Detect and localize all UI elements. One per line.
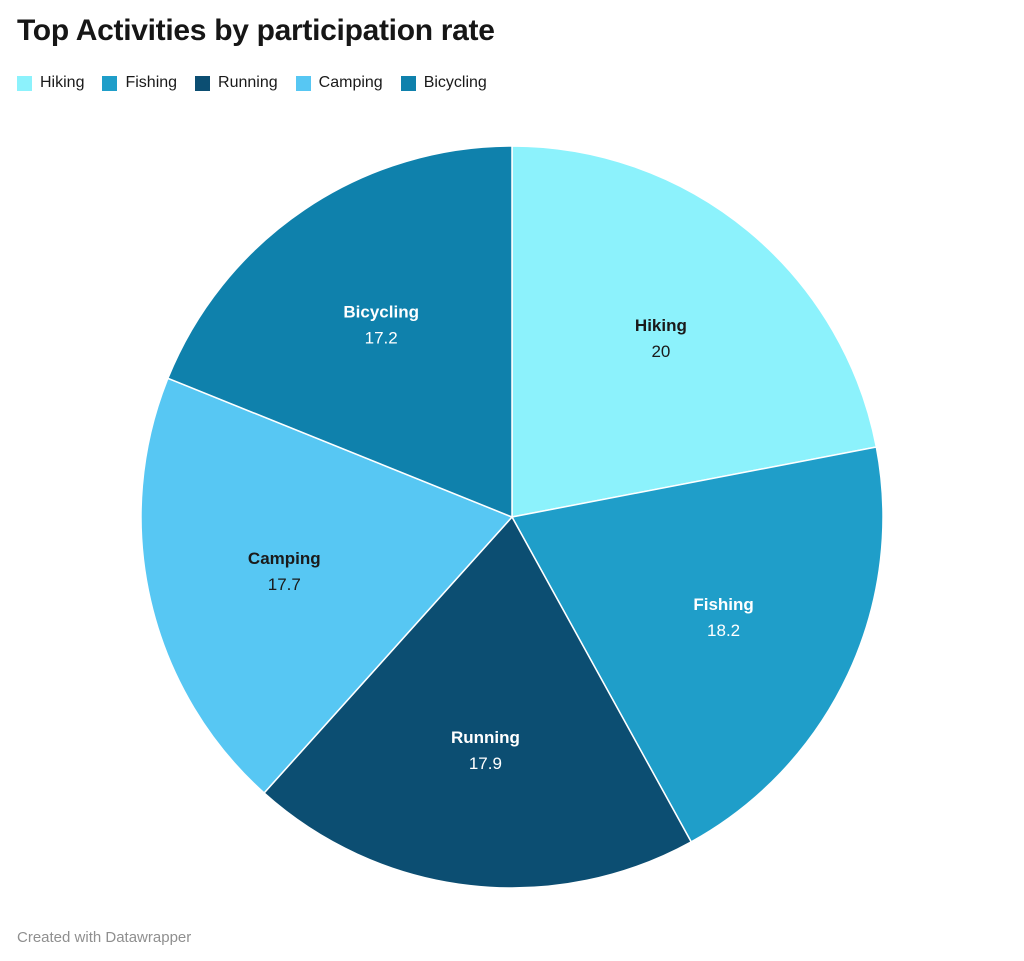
legend-item-running: Running [195, 75, 278, 91]
legend-label: Camping [318, 74, 383, 91]
slice-label: Hiking [635, 316, 687, 335]
pie-slice-bicycling[interactable] [167, 145, 513, 518]
slice-value: 17.2 [365, 328, 398, 347]
pie-slice-running[interactable] [263, 516, 692, 889]
slice-label: Camping [248, 549, 321, 568]
legend: Hiking Fishing Running Camping Bicycling [17, 75, 487, 91]
slice-label: Bicycling [343, 302, 419, 321]
pie-slice-camping[interactable] [140, 377, 513, 794]
legend-label: Running [218, 74, 278, 91]
slice-value: 17.9 [469, 754, 502, 773]
legend-swatch-icon [295, 75, 311, 91]
legend-item-hiking: Hiking [17, 75, 84, 91]
legend-item-bicycling: Bicycling [400, 74, 487, 91]
legend-swatch-icon [17, 75, 32, 91]
footer-credit: Created with Datawrapper [17, 929, 192, 946]
slice-value: 18.2 [707, 621, 740, 640]
legend-label: Fishing [125, 74, 178, 91]
pie-slice-hiking[interactable] [511, 145, 878, 518]
slice-value: 17.7 [268, 575, 301, 594]
legend-swatch-icon [195, 75, 211, 91]
pie-slice-fishing[interactable] [511, 446, 884, 843]
slice-value: 20 [651, 342, 670, 361]
legend-label: Bicycling [423, 74, 487, 91]
legend-label: Hiking [40, 74, 85, 91]
slice-label: Fishing [693, 595, 753, 614]
legend-item-fishing: Fishing [102, 75, 177, 91]
legend-swatch-icon [400, 75, 416, 91]
legend-swatch-icon [102, 75, 118, 91]
legend-item-camping: Camping [295, 74, 383, 91]
chart-title: Top Activities by participation rate [17, 14, 495, 47]
slice-label: Running [451, 728, 520, 747]
